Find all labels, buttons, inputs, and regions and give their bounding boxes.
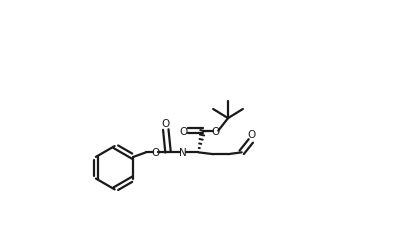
Text: O: O — [179, 126, 187, 136]
Text: O: O — [211, 126, 220, 136]
Text: N: N — [179, 148, 187, 158]
Text: O: O — [162, 118, 170, 128]
Text: O: O — [248, 130, 256, 139]
Text: O: O — [151, 148, 160, 158]
